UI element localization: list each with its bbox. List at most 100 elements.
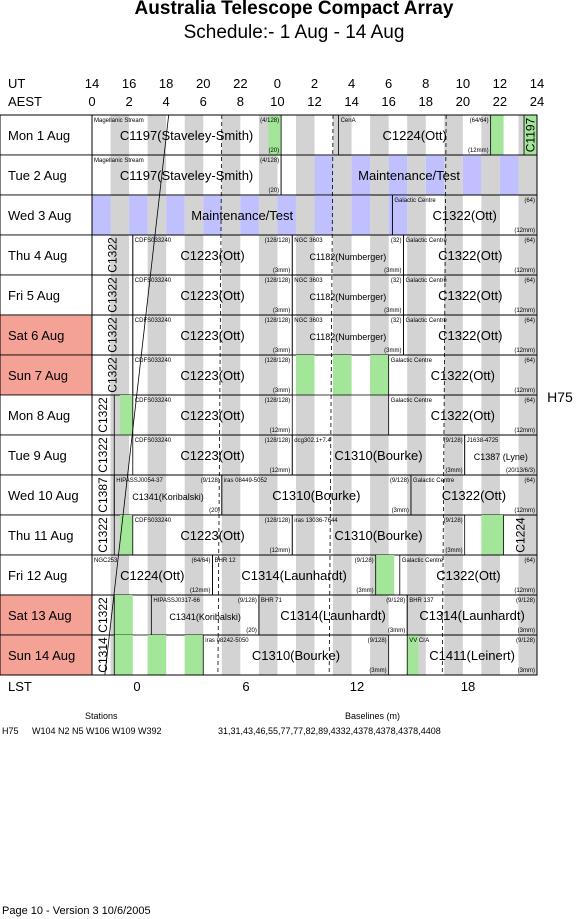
maintenance-stripe xyxy=(462,155,482,195)
block-band: (12mm) xyxy=(514,508,535,514)
day-label: Sat 6 Aug xyxy=(8,328,64,343)
maintenance-stripe xyxy=(351,195,371,235)
block-band: (12mm) xyxy=(514,228,535,234)
ut-tick-label: 14 xyxy=(85,76,99,91)
day-label: Thu 4 Aug xyxy=(8,248,67,263)
page-footer: Page 10 - Version 3 10/6/2005 xyxy=(2,905,151,917)
block-band: (12mm) xyxy=(514,268,535,274)
block-corr: (4/128) xyxy=(260,118,279,124)
block-band: (3mm) xyxy=(273,348,290,354)
lst-line xyxy=(441,114,447,676)
block-project: C1322(Ott) xyxy=(438,288,502,303)
maintenance-stripe xyxy=(166,195,185,235)
block-project: C1341(Koribalski) xyxy=(132,492,204,502)
lst-line xyxy=(104,114,170,676)
ut-tick-label: 4 xyxy=(348,76,355,91)
calibration-block xyxy=(524,115,537,155)
day-label-cell xyxy=(0,314,93,356)
aest-tick-label: 22 xyxy=(493,94,507,109)
ut-tick-label: 20 xyxy=(196,76,210,91)
lst-tick-label: 18 xyxy=(461,679,475,694)
block-source: Galactic Centre xyxy=(406,318,448,324)
block-corr: (9/128) xyxy=(386,598,405,604)
block-band: (20) xyxy=(268,188,279,194)
block-corr: (4/128) xyxy=(260,158,279,164)
block-band: (3mm) xyxy=(384,308,401,314)
schedule-frame xyxy=(0,114,538,676)
block-corr: (32) xyxy=(391,318,402,324)
block-source: NGC 3603 xyxy=(294,238,323,244)
block-source: CDFS033240 xyxy=(135,398,172,404)
aest-tick-label: 0 xyxy=(88,94,95,109)
block-project: C1182(Numberger) xyxy=(309,252,386,262)
block-project: C1223(Ott) xyxy=(180,448,244,463)
block-source: Galactic Centre xyxy=(394,198,436,204)
block-corr: (128/128) xyxy=(265,398,291,404)
aest-tick-label: 16 xyxy=(381,94,395,109)
config-label: H75 xyxy=(547,389,573,405)
ut-tick-label: 10 xyxy=(456,76,470,91)
aest-label: AEST xyxy=(8,94,42,109)
block-corr: (128/128) xyxy=(265,518,291,524)
block-band: (12mm) xyxy=(514,308,535,314)
day-label-cell xyxy=(0,434,93,476)
block-source: iras 13036-7644 xyxy=(294,518,338,524)
block-project: Maintenance/Test xyxy=(358,168,460,183)
maintenance-stripe xyxy=(240,195,259,235)
calibration-block xyxy=(490,115,504,155)
block-vertical-label: C1322 xyxy=(96,437,110,473)
block-project: C1387 (Lyne) xyxy=(474,452,528,462)
block-source: Galactic Centre xyxy=(391,358,433,364)
aest-tick-label: 24 xyxy=(530,94,544,109)
ut-tick-label: 22 xyxy=(233,76,247,91)
block-source: HIPASSJ0054-37 xyxy=(116,478,163,484)
aest-tick-label: 20 xyxy=(456,94,470,109)
day-label: Sat 13 Aug xyxy=(8,608,72,623)
ut-tick-label: 8 xyxy=(422,76,429,91)
block-source: CDFS033240 xyxy=(135,278,172,284)
calibration-block xyxy=(407,635,419,675)
maintenance-stripe xyxy=(314,195,334,235)
block-corr: (9/128) xyxy=(201,478,220,484)
block-source: Galactic Centre xyxy=(413,478,455,484)
block-project: C1310(Bourke) xyxy=(252,648,340,663)
block-project: C1322(Ott) xyxy=(442,488,506,503)
block-project: C1197(Staveley-Smith) xyxy=(120,128,253,143)
block-corr: (32) xyxy=(391,238,402,244)
day-label-cell xyxy=(0,554,93,596)
block-corr: (9/128) xyxy=(516,638,535,644)
block-source: BHR 71 xyxy=(261,598,283,604)
day-label: Thu 11 Aug xyxy=(8,528,74,543)
footer-config: H75 xyxy=(2,726,19,736)
block-vertical-label: C1322 xyxy=(105,357,119,393)
block-project: C1322(Ott) xyxy=(431,408,495,423)
block-corr: (9/128) xyxy=(444,438,463,444)
calibration-block xyxy=(147,635,167,675)
maintenance-stripe xyxy=(129,195,148,235)
block-project: C1310(Bourke) xyxy=(272,488,360,503)
lst-label: LST xyxy=(8,679,32,694)
block-vertical-label: C1387 xyxy=(96,477,110,513)
calibration-block xyxy=(481,515,504,555)
block-source: dcg302.1+7.4 xyxy=(294,438,331,444)
calibration-block xyxy=(333,355,352,395)
block-band: (12mm) xyxy=(514,588,535,594)
block-vertical-label: C1314 xyxy=(96,637,110,673)
block-band: (3mm) xyxy=(392,508,409,514)
maintenance-stripe xyxy=(92,195,111,235)
block-band: (12mm) xyxy=(270,428,291,434)
ut-tick-label: 6 xyxy=(385,76,392,91)
ut-label: UT xyxy=(8,76,25,91)
block-corr: (9/128) xyxy=(444,518,463,524)
block-project: C1411(Leinert) xyxy=(429,648,515,663)
block-corr: (9/128) xyxy=(516,598,535,604)
block-source: Galactic Centre xyxy=(406,278,448,284)
block-corr: (64/64) xyxy=(470,118,489,124)
block-source: CenA xyxy=(341,118,356,124)
block-band: (3mm) xyxy=(384,268,401,274)
day-label: Fri 12 Aug xyxy=(8,568,67,583)
block-corr: (32) xyxy=(391,278,402,284)
block-project: C1223(Ott) xyxy=(180,368,244,383)
maintenance-stripe xyxy=(314,155,334,195)
day-label-cell xyxy=(0,354,93,396)
